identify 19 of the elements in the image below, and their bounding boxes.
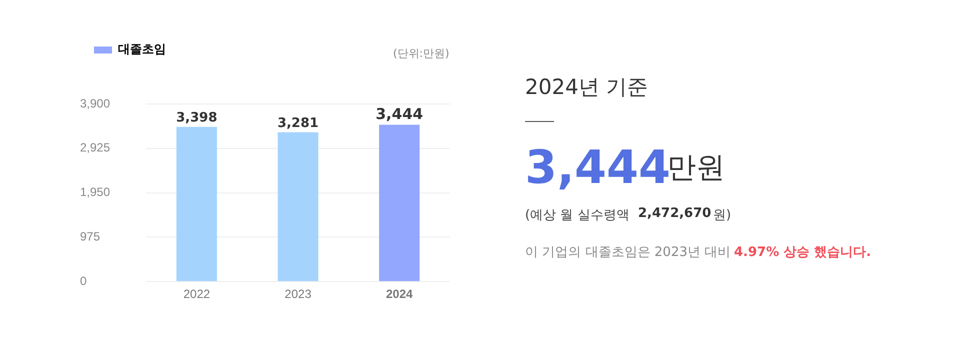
x-tick-label: 2023	[284, 287, 312, 302]
x-tick-label: 2022	[183, 287, 210, 302]
text: (단위:만원)	[393, 46, 450, 61]
y-tick-label: 975	[80, 230, 100, 244]
data-label: 3,444	[376, 105, 424, 124]
text: 4.97% 상승 했습니다.	[734, 244, 872, 261]
text: 2,472,670	[638, 206, 712, 221]
text: 이 기업의 대졸초임은 2023년 대비	[525, 244, 731, 261]
data-label: 3,398	[176, 110, 218, 126]
legend-label: 대졸초임	[118, 42, 166, 56]
x-tick-label: 2024	[386, 287, 414, 302]
text: 원)	[713, 207, 732, 224]
data-label: 3,281	[277, 116, 319, 132]
y-tick-label: 3,900	[80, 96, 110, 110]
y-tick-label: 1,950	[80, 185, 110, 200]
text: (예상 월 실수령액	[525, 207, 630, 224]
text: 2024년 기준	[525, 74, 648, 101]
y-tick-label: 2,925	[80, 140, 110, 155]
y-tick-label: 0	[80, 274, 87, 288]
